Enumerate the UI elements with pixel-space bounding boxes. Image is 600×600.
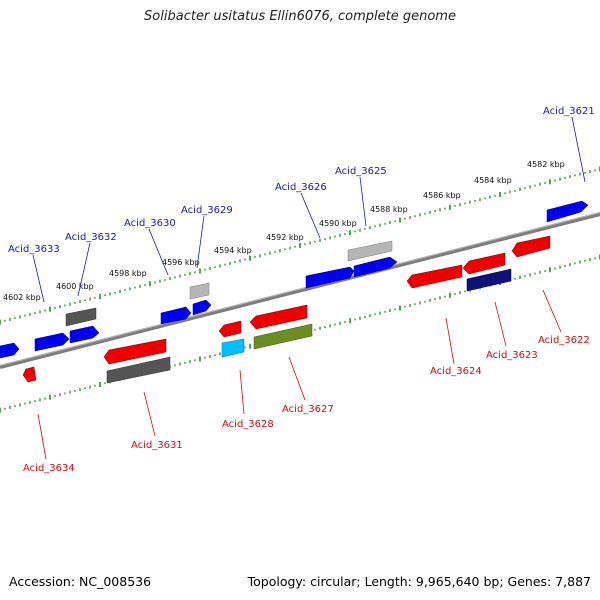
gene-arrow-acid-3627-b[interactable] <box>253 323 313 350</box>
gene-arrow-acid-3628[interactable] <box>221 338 245 358</box>
gene-arrow-acid-3621[interactable] <box>546 200 589 223</box>
scale-label: 4598 kbp <box>109 269 147 278</box>
scale-label: 4602 kbp <box>3 293 41 302</box>
gene-arrow-acid-3625-a[interactable] <box>347 240 393 262</box>
scale-label: 4600 kbp <box>56 282 94 291</box>
genome-summary-text: Topology: circular; Length: 9,965,640 bp… <box>247 574 591 589</box>
gene-label-acid-3623[interactable]: Acid_3623 <box>486 350 538 361</box>
gene-label-acid-3626[interactable]: Acid_3626 <box>275 182 327 193</box>
genome-title: Solibacter usitatus Ellin6076, complete … <box>144 9 456 24</box>
gene-label-acid-3630[interactable]: Acid_3630 <box>124 218 176 229</box>
scale-label: 4596 kbp <box>162 258 200 267</box>
gene-label-acid-3634[interactable]: Acid_3634 <box>23 463 75 474</box>
gene-arrow-acid-3633[interactable] <box>34 332 70 352</box>
gene-arrow-acid-3632-b[interactable] <box>65 307 97 327</box>
gene-arrow-acid-3632[interactable] <box>69 325 100 344</box>
scale-label: 4592 kbp <box>266 233 304 242</box>
gene-label-acid-3625[interactable]: Acid_3625 <box>335 166 387 177</box>
gene-arrow-acid-3629[interactable] <box>192 299 212 316</box>
gene-arrow-acid-3630[interactable] <box>160 306 192 325</box>
gene-arrow-acid-3624[interactable] <box>406 264 463 289</box>
gene-label-acid-3624[interactable]: Acid_3624 <box>430 366 482 377</box>
scale-label: 4594 kbp <box>214 246 252 255</box>
gene-label-acid-3622[interactable]: Acid_3622 <box>538 335 590 346</box>
reverse-genes <box>22 235 551 384</box>
backbone <box>0 212 600 369</box>
gene-label-acid-3631[interactable]: Acid_3631 <box>131 440 183 451</box>
forward-genes <box>0 200 589 359</box>
gene-label-acid-3628[interactable]: Acid_3628 <box>222 419 274 430</box>
gene-arrow-acid-3634[interactable] <box>22 366 37 383</box>
gene-arrow-acid-3629-b[interactable] <box>189 282 210 300</box>
gene-arrow-acid-3622[interactable] <box>511 235 551 258</box>
scale-label: 4586 kbp <box>423 191 461 200</box>
scale-label: 4590 kbp <box>319 219 357 228</box>
scale-label: 4588 kbp <box>370 205 408 214</box>
scale-label: 4584 kbp <box>474 176 512 185</box>
gene-label-acid-3621[interactable]: Acid_3621 <box>543 106 595 117</box>
accession-text: Accession: NC_008536 <box>9 574 152 589</box>
gene-arrow-edge-left[interactable] <box>0 342 20 359</box>
gene-arrow-acid-3631-b[interactable] <box>106 356 171 384</box>
gene-label-acid-3629[interactable]: Acid_3629 <box>181 205 233 216</box>
gene-label-acid-3627[interactable]: Acid_3627 <box>282 404 334 415</box>
gene-arrow-acid-3628-a[interactable] <box>218 320 242 338</box>
upper-scale-track <box>0 166 600 325</box>
gene-label-acid-3632[interactable]: Acid_3632 <box>65 232 117 243</box>
label-leaders <box>32 116 586 460</box>
gene-arrow-acid-3623[interactable] <box>462 252 506 275</box>
gene-arrow-acid-3627[interactable] <box>249 304 308 330</box>
scale-label: 4582 kbp <box>527 160 565 169</box>
gene-label-acid-3633[interactable]: Acid_3633 <box>8 244 60 255</box>
gene-arrow-acid-3631[interactable] <box>103 338 167 365</box>
gene-arrow-acid-3625[interactable] <box>353 256 398 278</box>
gene-arrow-acid-3626[interactable] <box>305 266 355 289</box>
backbone-highlight <box>0 212 600 366</box>
gene-arrow-acid-3623-b[interactable] <box>466 268 512 292</box>
